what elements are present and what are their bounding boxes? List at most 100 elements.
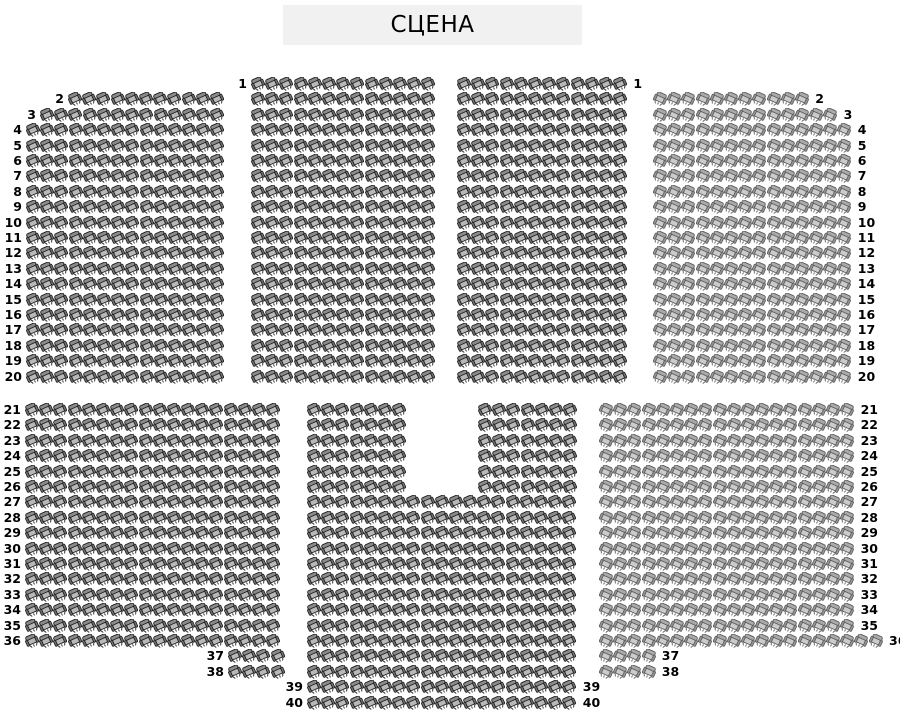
seat[interactable] [726, 403, 741, 417]
seat[interactable] [97, 292, 111, 307]
seat[interactable] [809, 138, 823, 153]
seat[interactable] [378, 369, 393, 384]
seat[interactable] [726, 603, 741, 618]
seat[interactable] [471, 169, 486, 184]
seat[interactable] [167, 231, 182, 245]
seat[interactable] [26, 184, 40, 199]
seat[interactable] [562, 680, 577, 695]
seat[interactable] [698, 557, 713, 571]
seat[interactable] [279, 338, 294, 353]
seat[interactable] [39, 433, 54, 448]
seat[interactable] [584, 92, 599, 107]
seat[interactable] [279, 354, 294, 369]
seat[interactable] [598, 246, 613, 261]
seat[interactable] [266, 480, 281, 494]
seat[interactable] [794, 323, 809, 338]
seat[interactable] [125, 261, 140, 276]
seat[interactable] [809, 338, 823, 353]
seat[interactable] [695, 231, 710, 245]
seat[interactable] [797, 634, 812, 648]
seat[interactable] [837, 292, 852, 307]
seat[interactable] [695, 184, 710, 199]
seat[interactable] [392, 169, 407, 184]
seat[interactable] [421, 138, 436, 153]
seat[interactable] [709, 92, 724, 107]
seat[interactable] [53, 587, 68, 602]
seat[interactable] [723, 261, 738, 276]
seat[interactable] [68, 154, 83, 168]
seat[interactable] [584, 215, 599, 230]
seat[interactable] [96, 572, 110, 587]
seat[interactable] [420, 649, 435, 664]
seat[interactable] [613, 649, 628, 664]
seat[interactable] [837, 231, 852, 245]
seat[interactable] [53, 480, 68, 494]
seat[interactable] [556, 184, 571, 199]
seat[interactable] [167, 354, 182, 369]
seat[interactable] [364, 261, 379, 276]
seat[interactable] [752, 354, 767, 369]
seat[interactable] [669, 510, 684, 525]
seat[interactable] [363, 649, 378, 664]
seat[interactable] [223, 541, 238, 556]
seat[interactable] [528, 338, 542, 353]
seat[interactable] [81, 480, 96, 494]
seat[interactable] [513, 169, 528, 184]
seat[interactable] [837, 338, 852, 353]
seat[interactable] [584, 246, 599, 261]
seat[interactable] [153, 369, 168, 384]
seat[interactable] [392, 680, 407, 695]
seat[interactable] [463, 618, 478, 633]
seat[interactable] [513, 277, 528, 292]
seat[interactable] [321, 557, 336, 571]
seat[interactable] [794, 107, 809, 122]
seat[interactable] [166, 510, 181, 525]
seat[interactable] [223, 449, 238, 464]
seat[interactable] [26, 277, 40, 292]
seat[interactable] [54, 292, 69, 307]
seat[interactable] [669, 480, 684, 494]
seat[interactable] [279, 323, 294, 338]
seat[interactable] [499, 369, 514, 384]
seat[interactable] [613, 634, 628, 648]
seat[interactable] [265, 92, 280, 107]
seat[interactable] [478, 433, 492, 448]
seat[interactable] [181, 618, 196, 633]
seat[interactable] [448, 680, 463, 695]
seat[interactable] [698, 618, 713, 633]
seat[interactable] [152, 634, 167, 648]
seat[interactable] [712, 541, 727, 556]
seat[interactable] [110, 480, 125, 494]
seat[interactable] [570, 215, 585, 230]
seat[interactable] [613, 77, 628, 91]
seat[interactable] [110, 495, 125, 510]
seat[interactable] [823, 246, 838, 261]
seat[interactable] [752, 323, 767, 338]
seat[interactable] [251, 338, 265, 353]
seat[interactable] [67, 603, 82, 618]
seat[interactable] [684, 449, 699, 464]
seat[interactable] [407, 184, 422, 199]
seat[interactable] [39, 510, 54, 525]
seat[interactable] [293, 215, 308, 230]
seat[interactable] [182, 323, 197, 338]
seat[interactable] [364, 369, 379, 384]
seat[interactable] [124, 92, 139, 107]
seat[interactable] [336, 261, 351, 276]
seat[interactable] [599, 495, 613, 510]
seat[interactable] [138, 510, 153, 525]
seat[interactable] [712, 495, 727, 510]
seat[interactable] [96, 92, 111, 107]
seat[interactable] [53, 618, 68, 633]
seat[interactable] [349, 526, 364, 541]
seat[interactable] [698, 464, 713, 479]
seat[interactable] [534, 480, 549, 494]
seat[interactable] [407, 215, 422, 230]
seat[interactable] [251, 154, 265, 168]
seat[interactable] [153, 92, 168, 107]
seat[interactable] [542, 292, 557, 307]
seat[interactable] [681, 123, 696, 138]
seat[interactable] [68, 231, 83, 245]
seat[interactable] [653, 107, 667, 122]
seat[interactable] [82, 323, 97, 338]
